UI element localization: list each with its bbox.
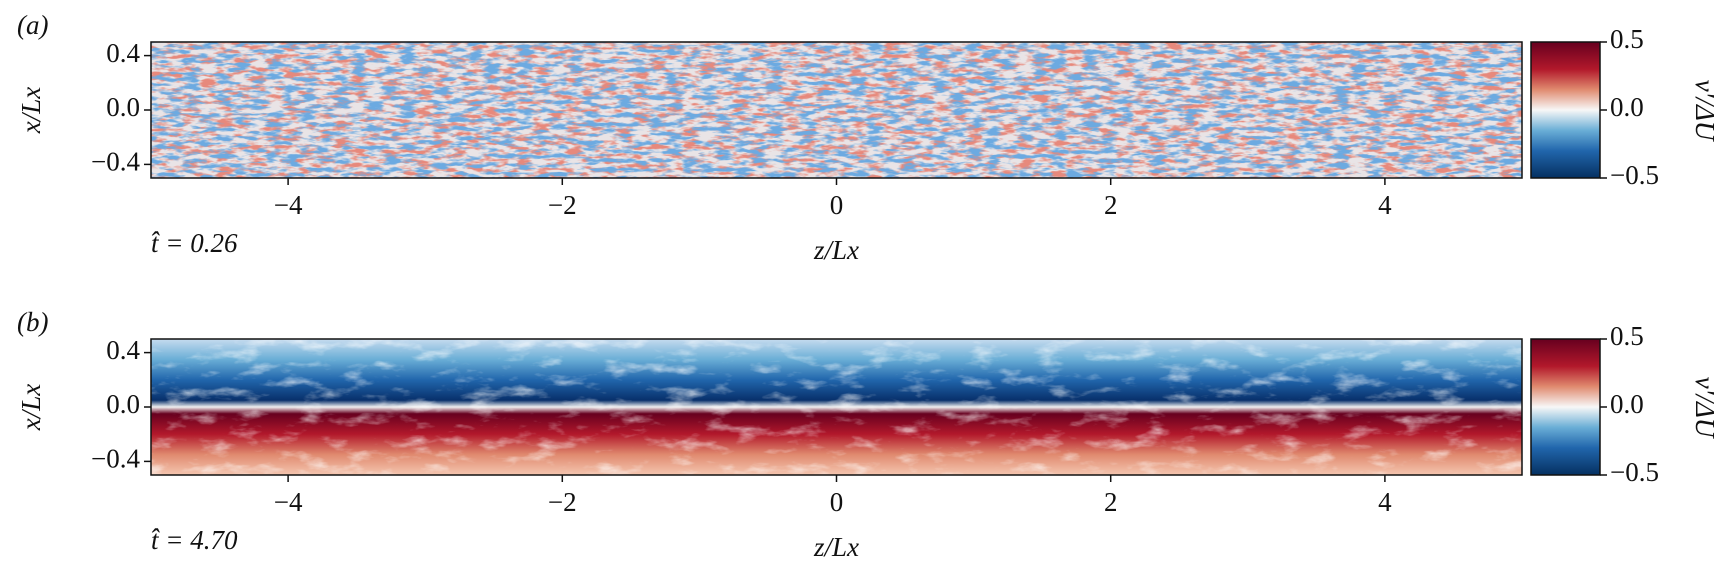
colorbar-tick-label: 0.5 (1610, 24, 1644, 54)
x-tick-label: 4 (1378, 487, 1392, 517)
field-texture (151, 339, 1522, 475)
y-tick-label: 0.4 (106, 335, 140, 365)
colorbar-tick-label: 0.0 (1610, 389, 1644, 419)
x-axis-label: z/Lx (813, 235, 859, 265)
y-tick-label: 0.0 (106, 92, 140, 122)
x-tick-label: −2 (548, 487, 577, 517)
colorbar-label: v′/ΔU (1690, 377, 1720, 439)
y-tick-label: −0.4 (91, 444, 140, 474)
x-tick-label: 0 (830, 190, 844, 220)
panel-label: (a) (17, 10, 48, 40)
colorbar (1530, 41, 1601, 179)
colorbar (1530, 338, 1601, 476)
y-tick-label: 0.0 (106, 389, 140, 419)
x-tick-label: 2 (1104, 190, 1118, 220)
x-tick-label: 4 (1378, 190, 1392, 220)
x-tick-label: 0 (830, 487, 844, 517)
x-axis-label: z/Lx (813, 532, 859, 562)
y-tick-label: −0.4 (91, 147, 140, 177)
colorbar-tick-label: 0.0 (1610, 92, 1644, 122)
time-annotation: t̂ = 0.26 (151, 228, 238, 258)
x-tick-label: 2 (1104, 487, 1118, 517)
time-annotation: t̂ = 4.70 (151, 525, 238, 555)
x-tick-label: −2 (548, 190, 577, 220)
colorbar-tick-label: 0.5 (1610, 321, 1644, 351)
y-tick-label: 0.4 (106, 38, 140, 68)
y-axis-label: x/Lx (16, 87, 46, 135)
colorbar-tick-label: −0.5 (1610, 457, 1659, 487)
colorbar-tick-label: −0.5 (1610, 160, 1659, 190)
x-tick-label: −4 (274, 487, 303, 517)
panel-label: (b) (17, 307, 48, 337)
x-tick-label: −4 (274, 190, 303, 220)
field-texture (151, 42, 1522, 178)
y-axis-label: x/Lx (16, 384, 46, 432)
colorbar-label: v′/ΔU (1690, 80, 1720, 142)
